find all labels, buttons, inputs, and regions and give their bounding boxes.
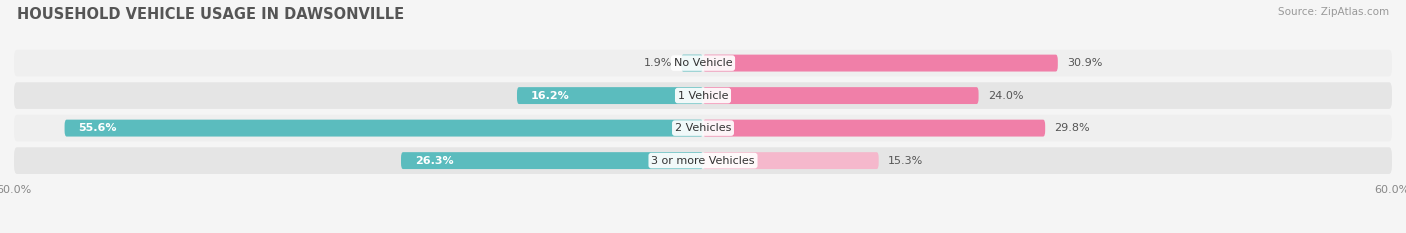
FancyBboxPatch shape xyxy=(703,152,879,169)
Text: 3 or more Vehicles: 3 or more Vehicles xyxy=(651,156,755,166)
FancyBboxPatch shape xyxy=(681,55,703,72)
FancyBboxPatch shape xyxy=(14,50,1392,76)
FancyBboxPatch shape xyxy=(517,87,703,104)
Text: 29.8%: 29.8% xyxy=(1054,123,1090,133)
Text: Source: ZipAtlas.com: Source: ZipAtlas.com xyxy=(1278,7,1389,17)
Text: 1.9%: 1.9% xyxy=(644,58,672,68)
Text: 24.0%: 24.0% xyxy=(988,91,1024,101)
FancyBboxPatch shape xyxy=(703,55,1057,72)
FancyBboxPatch shape xyxy=(703,120,1045,137)
Text: 15.3%: 15.3% xyxy=(887,156,924,166)
Text: 55.6%: 55.6% xyxy=(79,123,117,133)
Text: 16.2%: 16.2% xyxy=(531,91,569,101)
Text: 26.3%: 26.3% xyxy=(415,156,453,166)
Text: HOUSEHOLD VEHICLE USAGE IN DAWSONVILLE: HOUSEHOLD VEHICLE USAGE IN DAWSONVILLE xyxy=(17,7,404,22)
Text: 2 Vehicles: 2 Vehicles xyxy=(675,123,731,133)
Text: 1 Vehicle: 1 Vehicle xyxy=(678,91,728,101)
Text: 30.9%: 30.9% xyxy=(1067,58,1102,68)
FancyBboxPatch shape xyxy=(14,147,1392,174)
FancyBboxPatch shape xyxy=(14,115,1392,141)
FancyBboxPatch shape xyxy=(14,82,1392,109)
FancyBboxPatch shape xyxy=(703,87,979,104)
Text: No Vehicle: No Vehicle xyxy=(673,58,733,68)
FancyBboxPatch shape xyxy=(401,152,703,169)
FancyBboxPatch shape xyxy=(65,120,703,137)
